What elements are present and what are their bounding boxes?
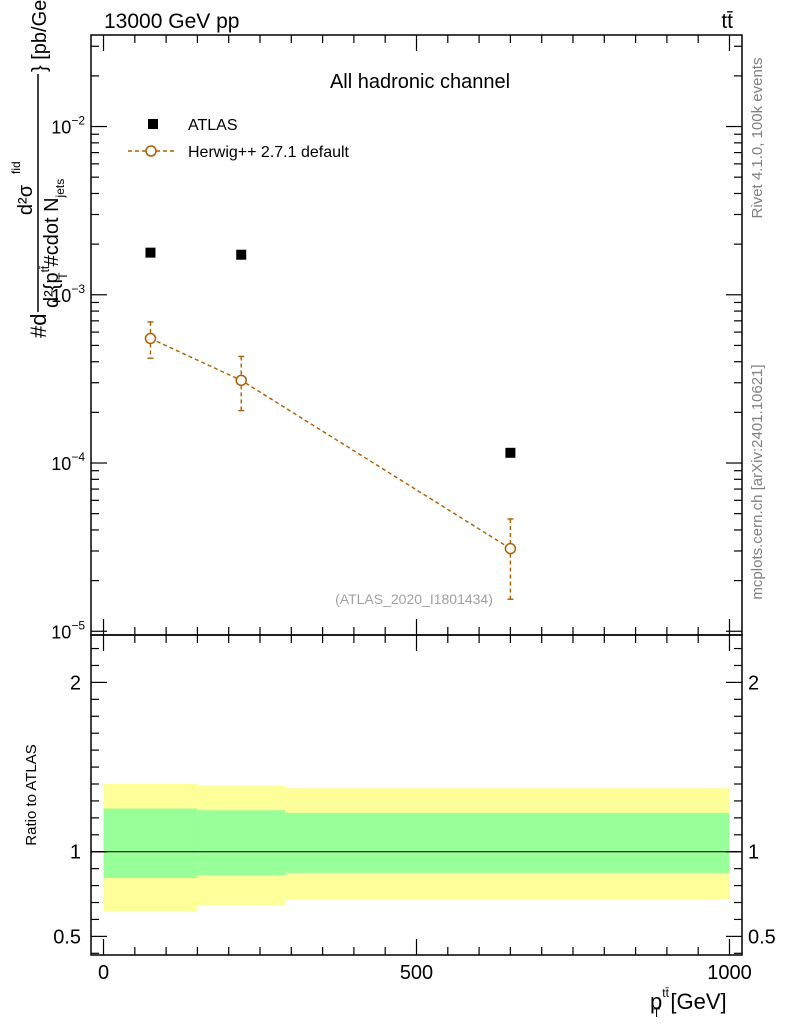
y-tick-label-base: 10 <box>51 454 71 474</box>
xlabel-superscript: tt̄ <box>662 986 669 1000</box>
svg-text:#d: #d <box>26 314 51 338</box>
ylabel-denominator: d²{p <box>41 272 63 308</box>
y-tick-label-base: 10 <box>51 286 71 306</box>
herwig-point <box>235 374 247 387</box>
y-tick-label-exponent: −3 <box>71 282 85 296</box>
ylabel-cdot-n: #cdot N <box>41 197 63 266</box>
analysis-watermark: (ATLAS_2020_I1801434) <box>335 591 493 607</box>
chart-title: All hadronic channel <box>330 71 510 93</box>
ratio-y-axis-label: Ratio to ATLAS <box>23 744 40 845</box>
ratio-y-tick-label-right: 0.5 <box>748 926 776 948</box>
main-data-layer <box>144 247 517 600</box>
header-right: tt̄ <box>721 10 733 33</box>
x-tick-label: 0 <box>98 962 109 984</box>
xlabel-subscript: T <box>653 1006 661 1020</box>
svg-text:d²{ptt̄T#cdot Njets: d²{ptt̄ T #cdot Njets <box>38 179 70 308</box>
y-tick-label: 10−5 <box>51 618 85 642</box>
xlabel-base: p <box>650 989 662 1014</box>
x-tick-label: 500 <box>400 962 433 984</box>
legend-atlas-marker <box>148 119 158 129</box>
y-tick-label: 10−3 <box>51 282 85 306</box>
atlas-point <box>505 447 516 458</box>
ratio-band-inner <box>197 810 286 876</box>
rivet-label: Rivet 4.1.0, 100k events <box>749 58 766 219</box>
atlas-point <box>145 247 156 258</box>
ratio-y-tick-label-right: 1 <box>748 842 759 864</box>
ratio-y-tick-label: 0.5 <box>53 926 81 948</box>
mcplots-label: mcplots.cern.ch [arXiv:2401.10621] <box>749 364 766 599</box>
main-y-axis-label: #d d²σ fid d²{ptt̄ T #cdot Njets } [pb/GeV… <box>9 0 70 338</box>
legend-herwig-marker <box>145 145 157 157</box>
ratio-y-tick-label-right: 2 <box>748 672 759 694</box>
y-tick-label: 10−4 <box>51 450 85 474</box>
ylabel-subscript-jets: jets <box>53 179 67 199</box>
herwig-point <box>144 332 157 345</box>
y-tick-label-base: 10 <box>51 622 71 642</box>
ylabel-numerator: d²σ <box>15 184 37 215</box>
atlas-point <box>236 249 247 260</box>
ratio-band-inner <box>103 808 198 878</box>
x-axis-label: ptt̄ T [GeV] <box>650 986 727 1020</box>
ylabel-units: } [pb/GeV] <box>29 0 51 72</box>
legend: ATLAS Herwig++ 2.7.1 default <box>128 117 350 161</box>
x-tick-label: 1000 <box>707 962 752 984</box>
y-tick-label-exponent: −4 <box>71 450 85 464</box>
ratio-bands <box>91 783 742 911</box>
y-tick-label: 10−2 <box>51 114 85 138</box>
ylabel-prefix: #d <box>26 314 51 338</box>
ylabel-subscript-T: T <box>56 272 70 280</box>
ratio-y-tick-label: 2 <box>70 672 81 694</box>
main-y-axis: 10−210−310−410−5 <box>51 35 742 642</box>
y-tick-label-exponent: −2 <box>71 114 85 128</box>
ratio-y-tick-label: 1 <box>70 842 81 864</box>
ratio-axes: 0.5 0.5 1 1 2 2 0 500 1000 <box>53 635 776 984</box>
y-tick-label-exponent: −5 <box>71 618 85 632</box>
herwig-line <box>150 337 511 550</box>
legend-herwig-label: Herwig++ 2.7.1 default <box>188 144 350 161</box>
ylabel-superscript-fid: fid <box>9 161 23 174</box>
ylabel-superscript-tt: tt̄ <box>38 265 52 272</box>
herwig-point <box>504 542 517 555</box>
legend-atlas-label: ATLAS <box>188 117 238 134</box>
header-left: 13000 GeV pp <box>104 10 239 33</box>
y-tick-label-base: 10 <box>51 118 71 138</box>
xlabel-units: [GeV] <box>664 989 726 1014</box>
ratio-band-inner <box>285 812 730 873</box>
